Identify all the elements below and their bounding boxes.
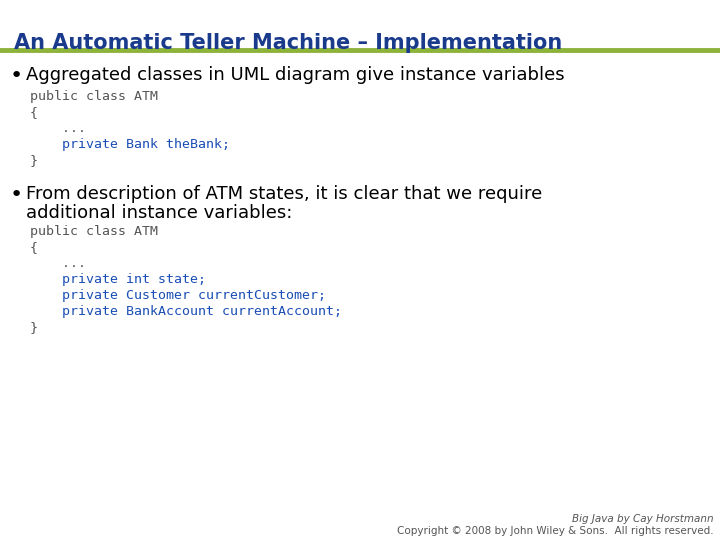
Text: From description of ATM states, it is clear that we require: From description of ATM states, it is cl… [26,185,542,203]
Text: private Customer currentCustomer;: private Customer currentCustomer; [30,289,326,302]
Text: •: • [10,66,23,86]
Text: private int state;: private int state; [30,273,206,286]
Text: Big Java by Cay Horstmann: Big Java by Cay Horstmann [572,514,714,524]
Text: •: • [10,185,23,205]
Text: additional instance variables:: additional instance variables: [26,204,292,222]
Text: }: } [30,321,38,334]
Text: }: } [30,154,38,167]
Text: ...: ... [30,122,86,135]
Text: private BankAccount currentAccount;: private BankAccount currentAccount; [30,305,342,318]
Text: public class ATM: public class ATM [30,90,158,103]
Text: An Automatic Teller Machine – Implementation: An Automatic Teller Machine – Implementa… [14,33,562,53]
Text: ...: ... [30,257,86,270]
Text: Aggregated classes in UML diagram give instance variables: Aggregated classes in UML diagram give i… [26,66,564,84]
Text: private Bank theBank;: private Bank theBank; [30,138,230,151]
Text: {: { [30,106,38,119]
Text: {: { [30,241,38,254]
Text: Copyright © 2008 by John Wiley & Sons.  All rights reserved.: Copyright © 2008 by John Wiley & Sons. A… [397,526,714,536]
Text: public class ATM: public class ATM [30,225,158,238]
